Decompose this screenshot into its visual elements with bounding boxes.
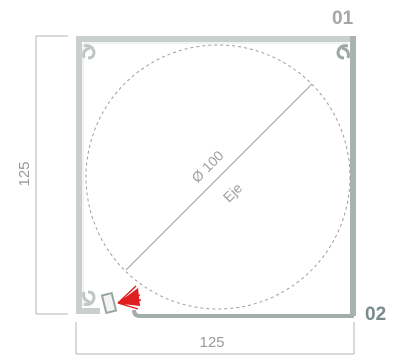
- red-marker-icon: [117, 285, 142, 310]
- part-label-02: 02: [365, 304, 386, 325]
- corner-hook-bottom-left: [82, 290, 96, 306]
- part-label-01: 01: [332, 8, 354, 29]
- corner-hook-top-right: [336, 44, 350, 60]
- height-label: 125: [16, 161, 33, 186]
- diameter-line: [125, 83, 313, 271]
- lid-clip: [100, 291, 118, 315]
- lid-profile: [132, 309, 354, 318]
- capacity-circle: [85, 44, 351, 310]
- width-dimension: [75, 322, 355, 355]
- duct-body: [76, 36, 356, 316]
- diameter-label: Ø 100: [188, 147, 226, 185]
- axis-label: Eje: [220, 180, 246, 206]
- height-dimension: [35, 35, 68, 315]
- corner-hook-top-left: [82, 44, 96, 60]
- width-label: 125: [199, 334, 224, 351]
